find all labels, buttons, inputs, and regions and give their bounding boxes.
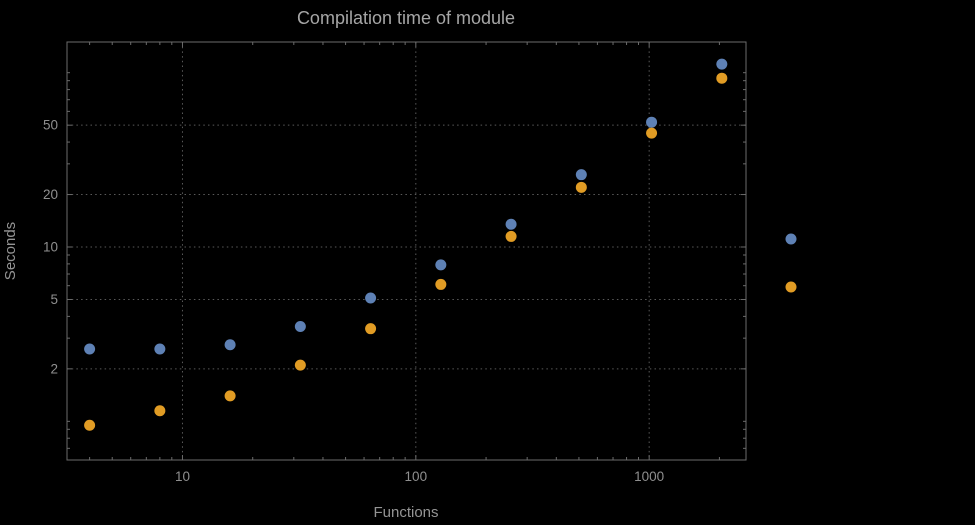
y-axis-label: Seconds (2, 222, 19, 280)
y-tick-label: 50 (43, 118, 58, 133)
x-tick-label: 10 (175, 469, 190, 484)
data-point-orange (365, 323, 377, 335)
data-point-orange (505, 230, 517, 242)
data-point-blue (84, 343, 96, 355)
data-point-orange (716, 72, 728, 84)
y-tick-label: 10 (43, 240, 58, 255)
data-point-blue (294, 320, 306, 332)
data-point-blue (154, 343, 166, 355)
chart-title: Compilation time of module (297, 8, 515, 28)
data-point-orange (224, 390, 236, 402)
legend-orange-marker (785, 281, 797, 293)
x-tick-label: 1000 (634, 469, 664, 484)
data-point-blue (575, 169, 587, 181)
data-point-blue (435, 259, 447, 271)
y-tick-label: 20 (43, 187, 58, 202)
data-point-blue (224, 339, 236, 351)
data-point-blue (365, 292, 377, 304)
y-tick-label: 2 (50, 361, 58, 376)
data-point-orange (646, 127, 658, 139)
x-tick-label: 100 (405, 469, 428, 484)
data-point-blue (505, 218, 517, 230)
data-point-blue (716, 58, 728, 70)
legend-blue-marker (785, 233, 797, 245)
x-axis-label: Functions (373, 504, 438, 521)
data-point-orange (84, 419, 96, 431)
data-point-orange (435, 278, 447, 290)
plot-frame (66, 41, 747, 461)
data-point-orange (294, 359, 306, 371)
data-point-blue (646, 116, 658, 128)
y-tick-label: 5 (50, 292, 58, 307)
data-point-orange (154, 405, 166, 417)
data-point-orange (575, 181, 587, 193)
